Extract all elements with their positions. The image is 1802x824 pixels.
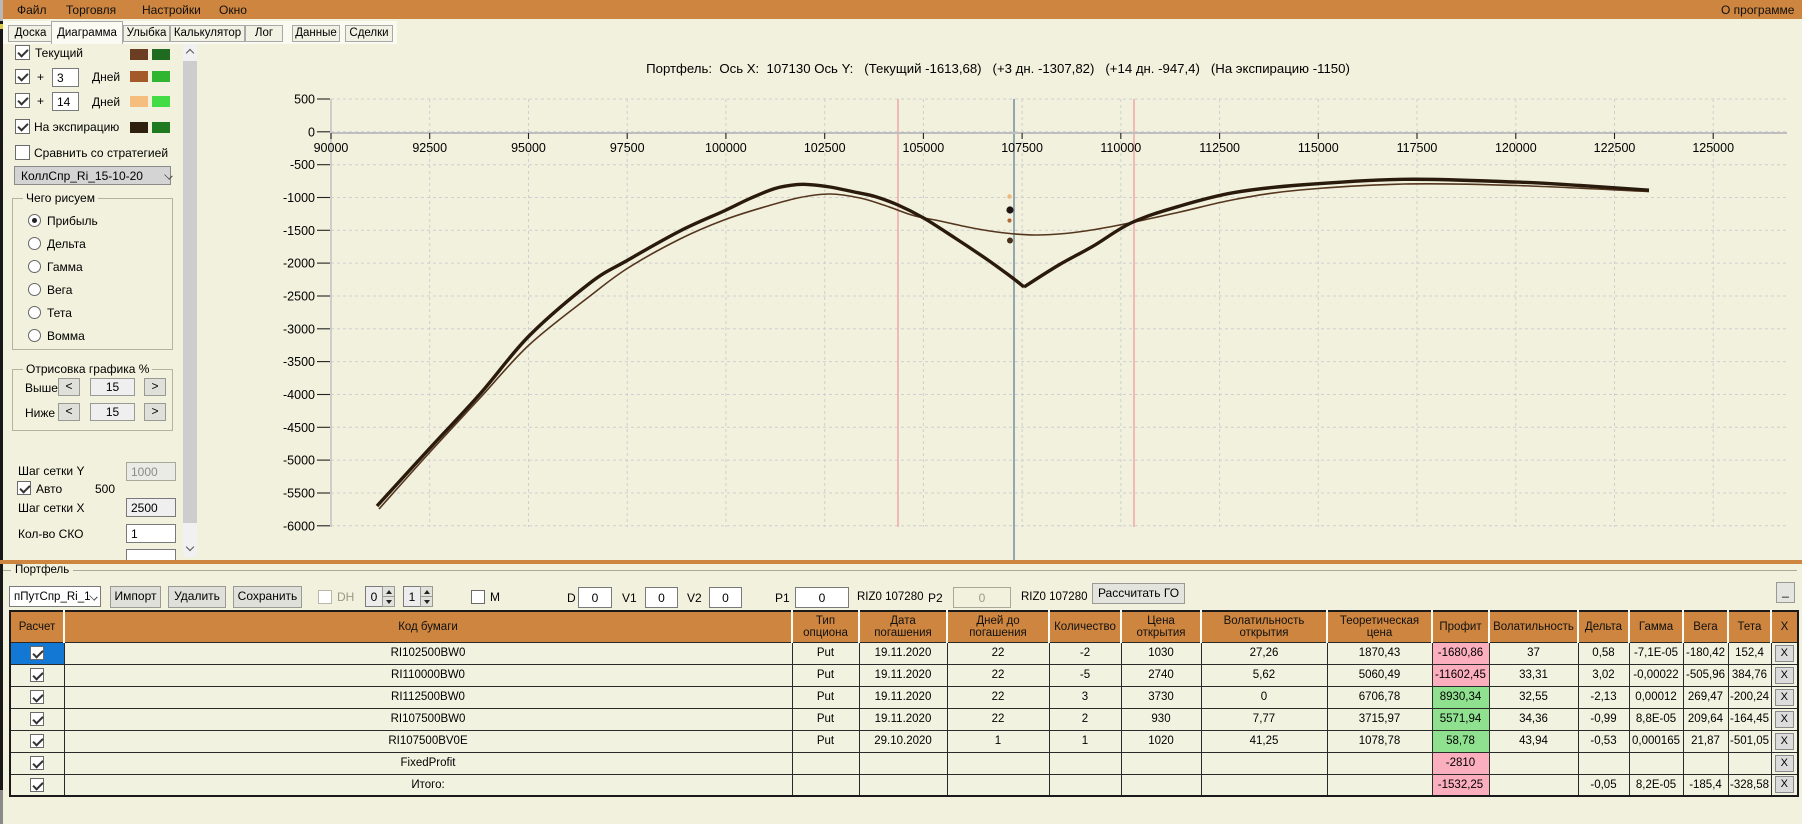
svg-text:117500: 117500 <box>1397 141 1438 155</box>
svg-text:-1000: -1000 <box>283 191 315 205</box>
svg-text:100000: 100000 <box>705 141 747 155</box>
svg-text:125000: 125000 <box>1692 141 1734 155</box>
svg-text:-5000: -5000 <box>283 454 315 468</box>
svg-text:92500: 92500 <box>412 141 447 155</box>
svg-text:500: 500 <box>294 93 315 107</box>
svg-text:102500: 102500 <box>804 141 846 155</box>
svg-text:0: 0 <box>308 125 315 139</box>
svg-text:-5500: -5500 <box>283 487 315 501</box>
svg-text:-2500: -2500 <box>283 290 315 304</box>
svg-text:-3500: -3500 <box>283 355 315 369</box>
svg-text:-1500: -1500 <box>283 224 315 238</box>
svg-text:-2000: -2000 <box>283 257 315 271</box>
svg-text:-4500: -4500 <box>283 421 315 435</box>
svg-text:120000: 120000 <box>1495 141 1537 155</box>
svg-text:105000: 105000 <box>903 141 945 155</box>
svg-text:-4000: -4000 <box>283 388 315 402</box>
svg-text:107500: 107500 <box>1001 141 1043 155</box>
svg-text:-500: -500 <box>290 158 315 172</box>
svg-text:Портфель: Ось X: 107130 Ось: Портфель: Ось X: 107130 Ось Y: (Текущий … <box>646 61 1350 76</box>
svg-text:97500: 97500 <box>610 141 645 155</box>
svg-text:-6000: -6000 <box>283 519 315 533</box>
svg-text:122500: 122500 <box>1594 141 1636 155</box>
svg-text:95000: 95000 <box>511 141 546 155</box>
svg-text:-3000: -3000 <box>283 322 315 336</box>
svg-text:112500: 112500 <box>1199 141 1240 155</box>
svg-text:110000: 110000 <box>1100 141 1141 155</box>
svg-text:115000: 115000 <box>1298 141 1339 155</box>
svg-text:90000: 90000 <box>314 141 349 155</box>
